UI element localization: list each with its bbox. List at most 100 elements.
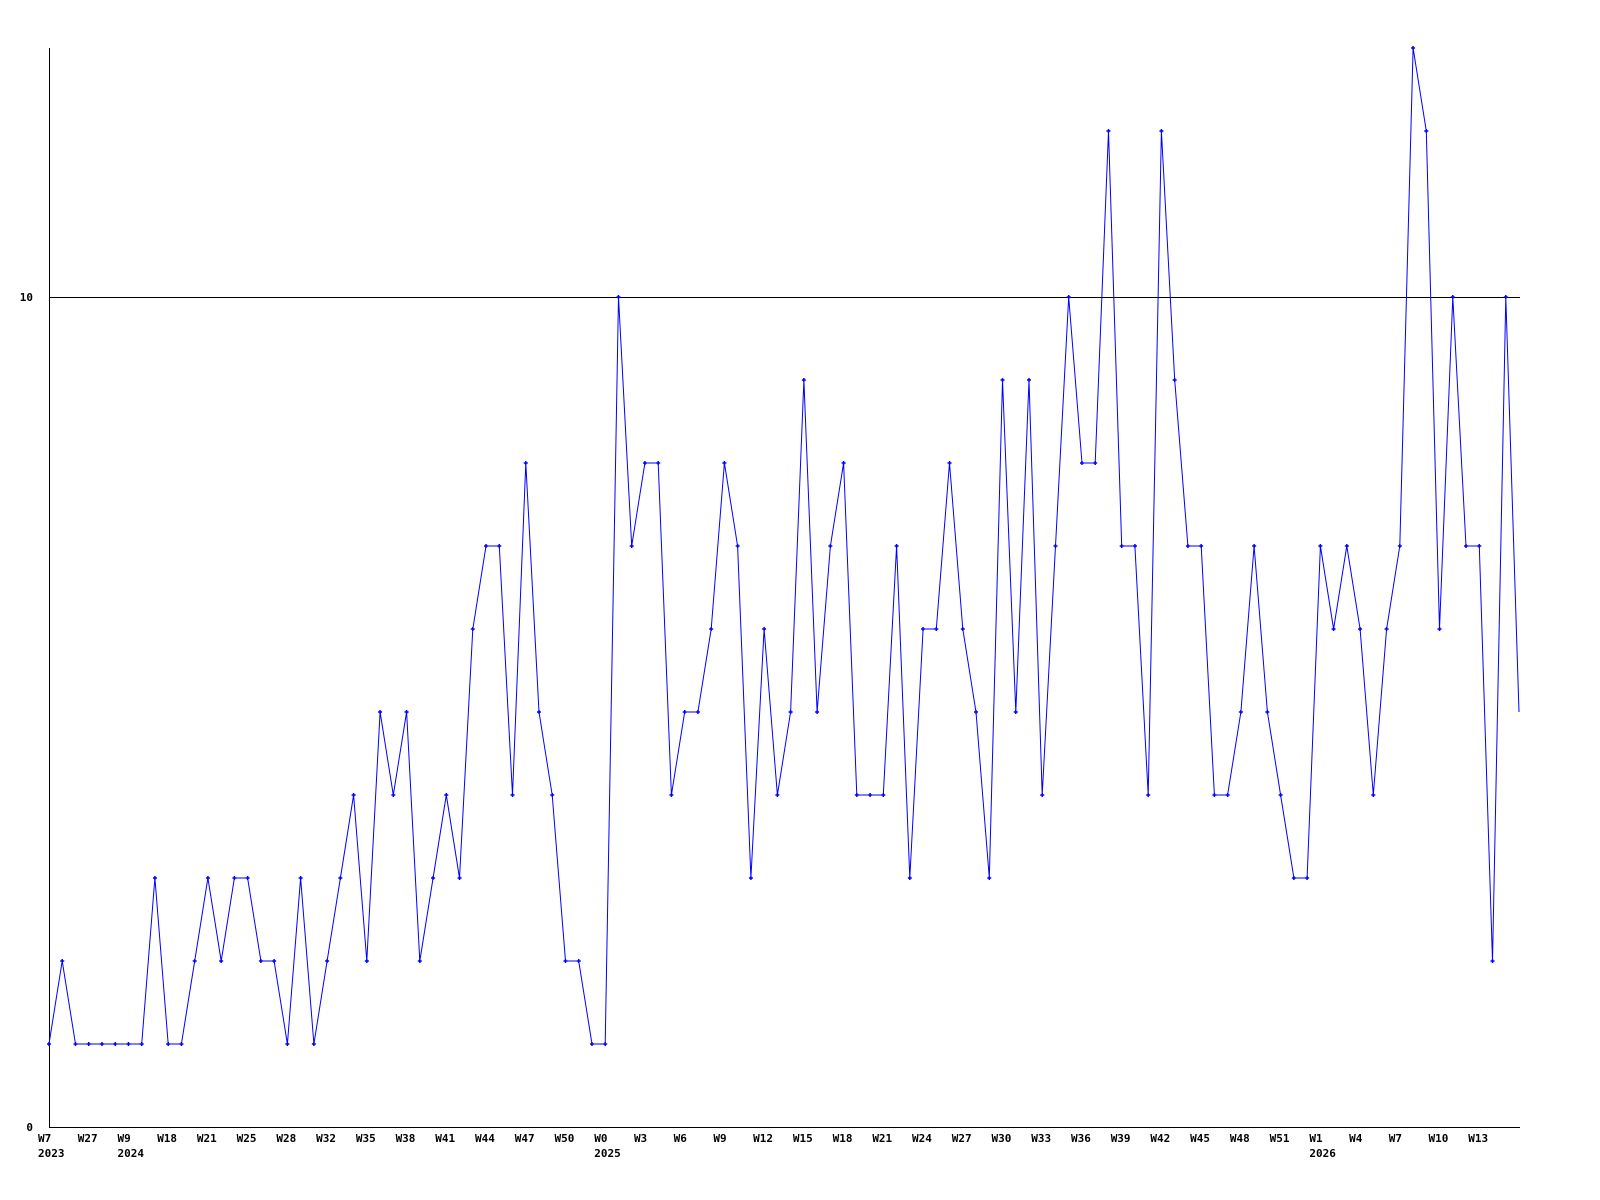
data-point [1013, 710, 1018, 714]
data-point [1066, 295, 1071, 299]
data-point [47, 1042, 51, 1046]
data-point [378, 710, 383, 714]
data-point [563, 959, 568, 963]
data-point [391, 793, 396, 797]
data-point [868, 793, 873, 797]
data-point [219, 959, 224, 963]
x-tick-label: W32 [316, 1132, 336, 1145]
x-tick-label: W30 [992, 1132, 1012, 1145]
x-tick-label: W1 [1309, 1132, 1323, 1145]
data-point [99, 1042, 104, 1046]
data-point [431, 876, 436, 880]
data-point [73, 1042, 78, 1046]
data-point [1384, 627, 1389, 631]
x-tick-label: W12 [753, 1132, 773, 1145]
data-point [232, 876, 237, 880]
data-point [1278, 793, 1283, 797]
data-point [1464, 544, 1469, 548]
data-point [523, 461, 528, 465]
data-point [258, 959, 263, 963]
data-point [1159, 129, 1164, 133]
data-point [298, 876, 303, 880]
data-point [1212, 793, 1217, 797]
data-point [709, 627, 714, 631]
data-point [1238, 710, 1243, 714]
data-point [1397, 544, 1402, 548]
data-point [1305, 876, 1310, 880]
data-point [1000, 378, 1005, 382]
y-tick-label: 10 [20, 291, 33, 304]
x-tick-label: W7 [38, 1132, 51, 1145]
x-tick-label: W18 [833, 1132, 853, 1145]
data-point [1146, 793, 1151, 797]
data-point [113, 1042, 118, 1046]
data-point [351, 793, 356, 797]
data-point [179, 1042, 184, 1046]
x-tick-label: W50 [554, 1132, 574, 1145]
data-point [444, 793, 449, 797]
data-point [669, 793, 674, 797]
data-point [775, 793, 780, 797]
x-tick-label: W41 [435, 1132, 455, 1145]
data-point [1318, 544, 1323, 548]
x-tick-label: W44 [475, 1132, 495, 1145]
data-point [695, 710, 700, 714]
x-tick-label: W18 [157, 1132, 177, 1145]
data-point [272, 959, 277, 963]
data-point [841, 461, 846, 465]
data-point [788, 710, 793, 714]
data-point [974, 710, 979, 714]
data-point [947, 461, 952, 465]
data-point [735, 544, 740, 548]
x-tick-label: W35 [356, 1132, 376, 1145]
data-point [894, 544, 899, 548]
x-tick-label: W24 [912, 1132, 932, 1145]
data-point [1225, 793, 1230, 797]
data-point [881, 793, 886, 797]
data-point [987, 876, 992, 880]
x-tick-label: W13 [1468, 1132, 1488, 1145]
data-point [1119, 544, 1124, 548]
data-point [722, 461, 727, 465]
x-tick-label: W38 [396, 1132, 416, 1145]
data-point [364, 959, 369, 963]
data-point [484, 544, 489, 548]
data-point [1331, 627, 1336, 631]
x-tick-label: W4 [1349, 1132, 1363, 1145]
data-point [656, 461, 661, 465]
data-point [828, 544, 833, 548]
x-tick-year-label: 2026 [1309, 1147, 1336, 1160]
data-point [748, 876, 753, 880]
data-point [921, 627, 926, 631]
x-tick-label: W27 [952, 1132, 972, 1145]
data-point [497, 544, 502, 548]
data-point [311, 1042, 316, 1046]
x-tick-year-label: 2023 [38, 1147, 65, 1160]
data-point [1252, 544, 1257, 548]
x-tick-label: W0 [594, 1132, 607, 1145]
x-tick-label: W47 [515, 1132, 535, 1145]
x-tick-label: W15 [793, 1132, 813, 1145]
x-tick-year-label: 2024 [117, 1147, 144, 1160]
data-point [642, 461, 647, 465]
x-tick-label: W10 [1429, 1132, 1449, 1145]
data-point [537, 710, 541, 714]
x-tick-label: W3 [634, 1132, 647, 1145]
data-point [152, 876, 157, 880]
data-point [60, 959, 65, 963]
x-tick-label: W6 [674, 1132, 688, 1145]
data-point [1185, 544, 1190, 548]
data-point [1450, 295, 1455, 299]
data-point [192, 959, 197, 963]
data-point [1040, 793, 1045, 797]
x-tick-label: W33 [1031, 1132, 1051, 1145]
data-point [1344, 544, 1349, 548]
data-point [576, 959, 581, 963]
data-point [1358, 627, 1363, 631]
data-point [1172, 378, 1177, 382]
series-line [48, 47, 1520, 1045]
x-tick-label: W48 [1230, 1132, 1250, 1145]
data-point [1437, 627, 1442, 631]
x-tick-year-label: 2025 [594, 1147, 621, 1160]
